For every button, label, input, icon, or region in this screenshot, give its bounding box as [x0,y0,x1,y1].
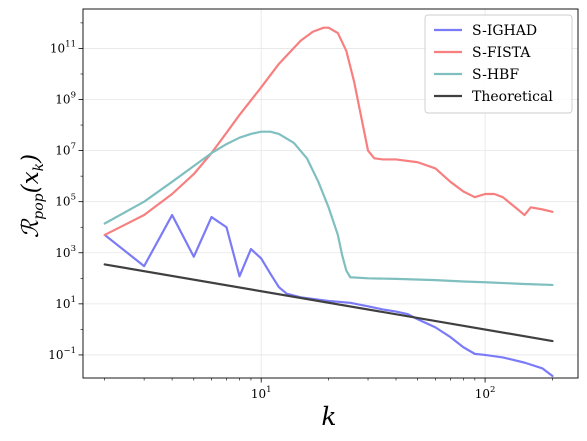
y-tick-label: 109 [55,91,76,107]
x-tick-label: 101 [251,385,272,401]
legend-label: Theoretical [472,89,553,105]
plot-frame [82,8,579,379]
legend-item: S-HBF [434,67,519,83]
y-tick-label: 10−1 [48,346,76,362]
series-line-s-ighad [103,213,554,378]
legend-box [424,14,573,114]
y-tick-label: 103 [55,244,76,260]
y-axis-label: ℛpop(xk) [18,154,47,238]
legend-label: S-FISTA [472,45,531,61]
legend-item: Theoretical [434,89,553,105]
series-line-s-hbf [103,130,554,287]
series-lines [103,26,554,378]
series-line-s-fista [103,26,554,237]
y-axis-ticks: 10−1 101 103 105 107 109 1011 [48,22,83,362]
series-line-theoretical [103,263,554,343]
x-tick-label: 102 [475,385,496,401]
x-axis-ticks: 101 102 [104,378,553,401]
y-tick-label: 105 [55,193,76,209]
y-tick-label: 1011 [50,39,76,55]
svg-text:ℛpop(xk): ℛpop(xk) [18,154,47,238]
y-tick-label: 101 [55,295,76,311]
legend-item: S-FISTA [434,45,531,61]
legend: S-IGHAD S-FISTA S-HBF Theoretical [424,14,573,114]
legend-item: S-IGHAD [434,23,537,39]
legend-label: S-IGHAD [472,23,537,39]
x-axis-label: k [321,402,336,431]
y-tick-label: 107 [55,142,76,158]
legend-label: S-HBF [472,67,519,83]
